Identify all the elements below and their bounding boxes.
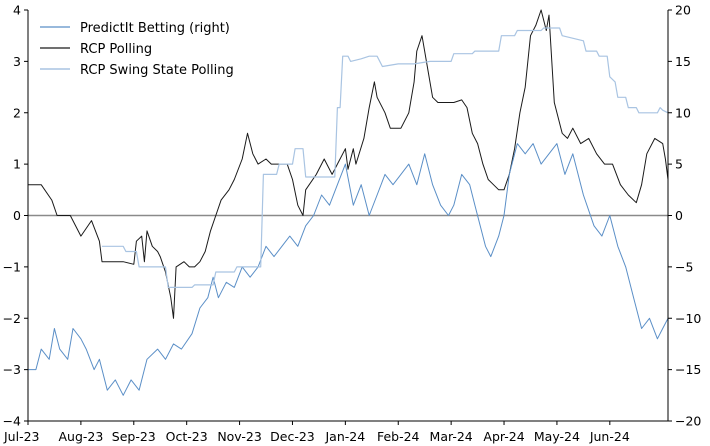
series-layer [28, 9, 669, 396]
chart-legend: PredictIt Betting (right) RCP Polling RCP … [40, 21, 234, 78]
right-tick-label: 10 [675, 105, 691, 120]
right-tick-label: 20 [675, 3, 691, 18]
right-tick-label: −15 [675, 362, 701, 377]
x-tick-label: Apr-24 [483, 429, 524, 444]
x-tick-label: Mar-24 [430, 429, 473, 444]
x-tick-label: Oct-23 [166, 429, 208, 444]
x-tick-label: Jul-23 [3, 429, 40, 444]
left-tick-label: −3 [3, 362, 21, 377]
x-tick-label: Jun-24 [589, 429, 630, 444]
left-tick-label: −2 [3, 311, 21, 326]
left-tick-label: −4 [3, 414, 21, 429]
left-tick-label: 3 [13, 54, 21, 69]
left-tick-label: 0 [13, 208, 21, 223]
series-line-rcp-polling [28, 9, 669, 319]
x-tick-label: Jan-24 [325, 429, 366, 444]
x-tick-label: May-24 [534, 429, 580, 444]
x-tick-label: Aug-23 [58, 429, 103, 444]
right-tick-label: 5 [675, 157, 683, 172]
x-tick-label: Nov-23 [217, 429, 261, 444]
right-tick-label: 15 [675, 54, 691, 69]
x-tick-label: Sep-23 [112, 429, 156, 444]
right-tick-label: −5 [675, 259, 693, 274]
x-tick-label: Feb-24 [377, 429, 420, 444]
series-line-rcp-swing-state-polling [102, 27, 669, 288]
left-tick-label: 2 [13, 105, 21, 120]
right-tick-label: −20 [675, 414, 701, 429]
legend-label: RCP Swing State Polling [80, 63, 234, 78]
left-tick-label: 4 [13, 3, 21, 18]
right-tick-label: 0 [675, 208, 683, 223]
left-tick-label: 1 [13, 157, 21, 172]
right-tick-label: −10 [675, 311, 701, 326]
legend-label: RCP Polling [80, 42, 152, 57]
left-tick-label: −1 [3, 259, 21, 274]
x-tick-label: Dec-23 [270, 429, 315, 444]
legend-label: PredictIt Betting (right) [80, 21, 230, 36]
series-line-predictit-betting-right [28, 143, 669, 396]
